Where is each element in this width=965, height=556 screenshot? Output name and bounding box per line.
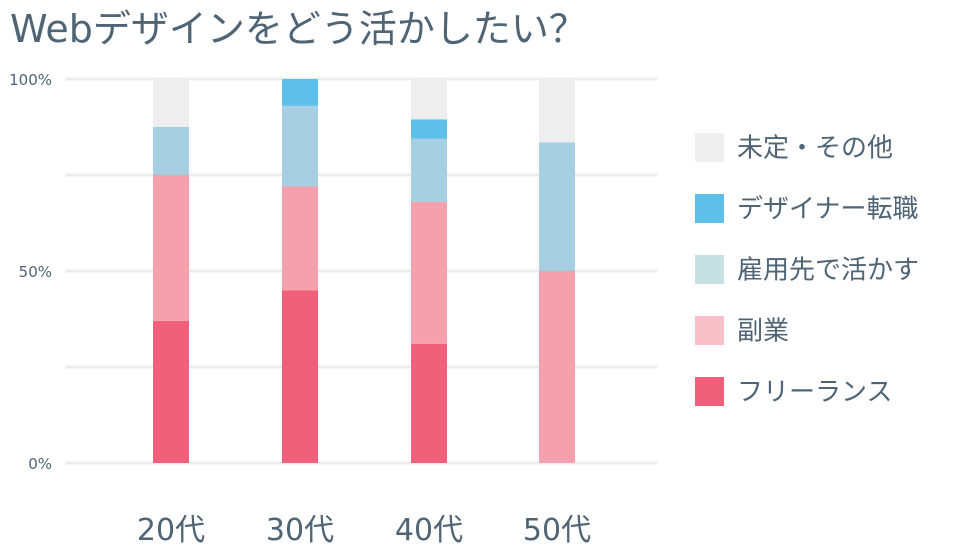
legend-swatch bbox=[695, 133, 724, 162]
bar-segment bbox=[153, 127, 189, 175]
legend-swatch bbox=[695, 194, 724, 223]
y-tick-label: 50% bbox=[19, 263, 52, 281]
bar-segment bbox=[539, 142, 575, 271]
legend-swatch bbox=[695, 255, 724, 284]
legend-label: デザイナー転職 bbox=[737, 195, 918, 225]
legend-label: フリーランス bbox=[737, 378, 892, 408]
legend-label: 副業 bbox=[737, 317, 789, 347]
bar-segment bbox=[282, 79, 318, 106]
x-tick-label: 30代 bbox=[266, 513, 334, 548]
legend-swatch bbox=[695, 377, 724, 406]
x-tick-label: 20代 bbox=[137, 513, 205, 548]
legend-swatch bbox=[695, 316, 724, 345]
x-tick-label: 50代 bbox=[523, 513, 591, 548]
bar-segment bbox=[153, 175, 189, 321]
bar-segment bbox=[411, 138, 447, 202]
bars bbox=[153, 79, 575, 463]
x-tick-label: 40代 bbox=[395, 513, 463, 548]
bar-segment bbox=[153, 79, 189, 127]
legend-label: 未定・その他 bbox=[737, 134, 893, 164]
axis-labels: 0% 50% 100% 20代 30代 40代 50代 bbox=[9, 71, 591, 548]
y-tick-label: 0% bbox=[28, 455, 52, 473]
bar-segment bbox=[539, 79, 575, 143]
legend-label: 雇用先で活かす bbox=[737, 256, 919, 286]
bar-segment bbox=[411, 119, 447, 139]
bar-segment bbox=[282, 105, 318, 187]
y-tick-label: 100% bbox=[9, 71, 52, 89]
bar-segment bbox=[411, 343, 447, 463]
bar-segment bbox=[411, 79, 447, 120]
chart-title: Webデザインをどう活かしたい？ bbox=[10, 7, 587, 51]
bar-segment bbox=[282, 290, 318, 463]
bar-segment bbox=[411, 201, 447, 344]
bar-segment bbox=[539, 271, 575, 463]
bar-segment bbox=[282, 186, 318, 291]
bar-segment bbox=[153, 320, 189, 463]
